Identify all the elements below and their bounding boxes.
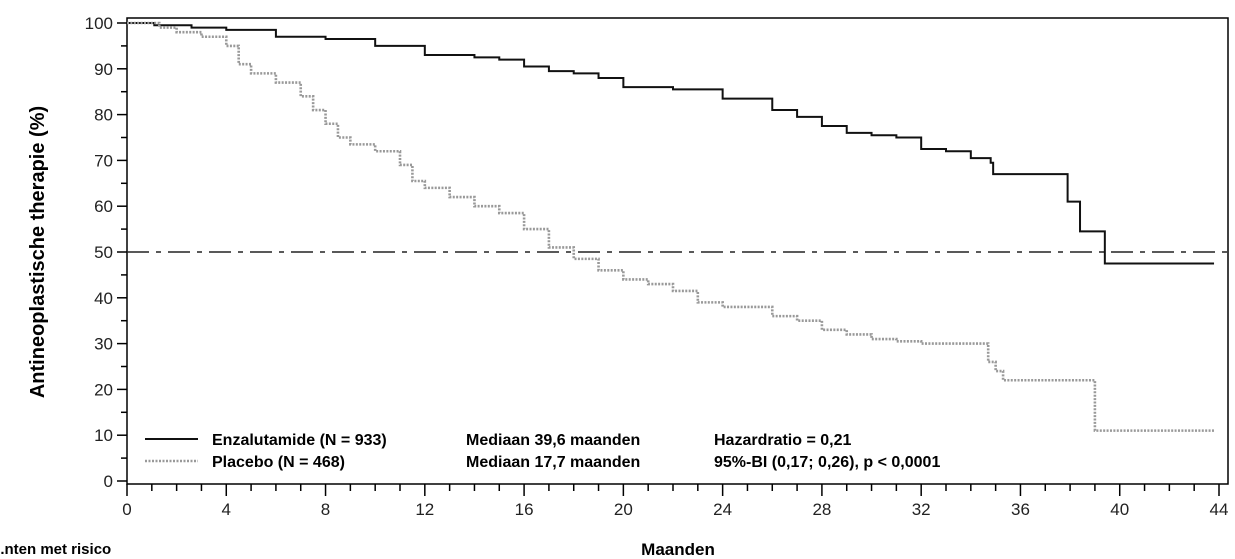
y-tick-label: 70 [94,151,113,170]
y-tick-label: 90 [94,60,113,79]
x-tick-label: 16 [515,500,534,519]
y-tick-label: 50 [94,243,113,262]
y-tick-label: 0 [104,472,113,491]
legend-median-enzalutamide: Mediaan 39,6 maanden [466,432,640,449]
x-tick-label: 32 [912,500,931,519]
x-tick-label: 44 [1210,500,1229,519]
y-tick-label: 100 [85,14,113,33]
x-tick-label: 8 [321,500,330,519]
legend-hazard-ratio: Hazardratio = 0,21 [714,432,852,449]
x-tick-label: 4 [222,500,231,519]
series-line-enzalutamide [127,22,1215,265]
y-tick-label: 60 [94,197,113,216]
at-risk-label: ...nten met risico [0,541,111,558]
legend-median-placebo: Mediaan 17,7 maanden [466,454,640,471]
legend-confidence-interval: 95%-BI (0,17; 0,26), p < 0,0001 [714,454,940,471]
legend-label-enzalutamide: Enzalutamide (N = 933) [212,432,387,449]
series-line-placebo [127,21,1215,432]
legend: Enzalutamide (N = 933) Mediaan 39,6 maan… [145,432,940,471]
x-tick-label: 12 [415,500,434,519]
x-axis-title: Maanden [641,540,715,559]
x-tick-label: 28 [812,500,831,519]
plot-frame [126,17,1229,485]
y-tick-label: 30 [94,335,113,354]
x-tick-label: 20 [614,500,633,519]
x-tick-label: 36 [1011,500,1030,519]
y-tick-label: 80 [94,106,113,125]
y-tick-label: 40 [94,289,113,308]
x-tick-label: 0 [122,500,131,519]
y-tick-label: 20 [94,380,113,399]
y-axis-title: Antineoplastische therapie (%) [27,106,49,398]
x-tick-label: 40 [1110,500,1129,519]
legend-label-placebo: Placebo (N = 468) [212,454,345,471]
x-tick-label: 24 [713,500,732,519]
y-tick-label: 10 [94,426,113,445]
